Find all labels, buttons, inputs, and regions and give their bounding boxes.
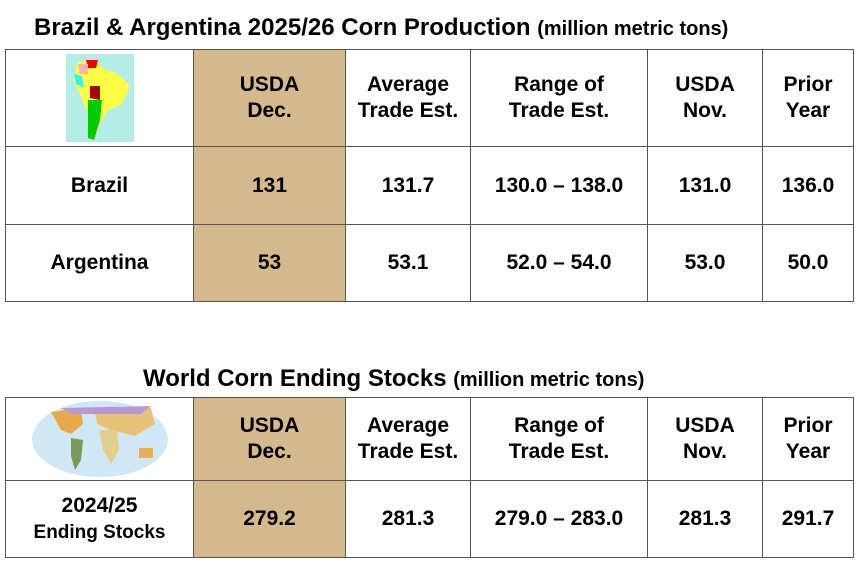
- header-usda-nov: USDA Nov.: [647, 49, 763, 147]
- cell: 279.0 – 283.0: [470, 480, 648, 558]
- ending-stocks-table: USDA Dec. Average Trade Est. Range of Trade…: [5, 397, 854, 558]
- header-usda-dec: USDA Dec.: [193, 397, 346, 481]
- south-america-map-icon: [65, 54, 134, 142]
- cell: 53.0: [647, 224, 763, 302]
- header-line: Prior: [783, 414, 833, 437]
- cell: 50.0: [762, 224, 854, 302]
- cell: 131.0: [647, 146, 763, 225]
- cell: 131: [193, 146, 346, 225]
- cell: 279.2: [193, 480, 346, 558]
- table1-title: Brazil & Argentina 2025/26 Corn Producti…: [34, 14, 728, 42]
- header-line: USDA: [675, 73, 735, 96]
- header-average-trade-est: Average Trade Est.: [345, 397, 471, 481]
- header-line: Range of: [514, 414, 604, 437]
- header-line: Range of: [514, 73, 604, 96]
- cell: 52.0 – 54.0: [470, 224, 648, 302]
- header-line: USDA: [239, 73, 300, 96]
- cell: 53.1: [345, 224, 471, 302]
- header-row: USDA Dec. Average Trade Est. Range of Trade…: [5, 397, 854, 481]
- header-row: USDA Dec. Average Trade Est. Range of Trade…: [5, 49, 854, 147]
- header-prior-year: Prior Year: [762, 397, 854, 481]
- cell: 131.7: [345, 146, 471, 225]
- header-usda-nov: USDA Nov.: [647, 397, 763, 481]
- header-line: Dec.: [247, 99, 292, 122]
- cell: 281.3: [345, 480, 471, 558]
- south-america-map: [5, 49, 194, 147]
- header-line: Average: [366, 73, 450, 96]
- corn-production-table: USDA Dec. Average Trade Est. Range of Trade…: [5, 49, 854, 302]
- unit-text: (million metric tons): [453, 369, 645, 391]
- header-range-trade-est: Range of Trade Est.: [470, 49, 648, 147]
- table-row: Brazil 131 131.7 130.0 – 138.0 131.0 136…: [5, 146, 854, 225]
- header-line: USDA: [239, 414, 300, 437]
- header-line: Average: [366, 414, 450, 437]
- cell: 130.0 – 138.0: [470, 146, 648, 225]
- row-label: Brazil: [5, 146, 194, 225]
- table-row: Argentina 53 53.1 52.0 – 54.0 53.0 50.0: [5, 224, 854, 302]
- header-line: Nov.: [683, 99, 727, 122]
- header-average-trade-est: Average Trade Est.: [345, 49, 471, 147]
- row-label: 2024/25 Ending Stocks: [5, 480, 194, 558]
- unit-text: (million metric tons): [537, 18, 729, 40]
- header-line: Year: [785, 99, 831, 122]
- cell: 281.3: [647, 480, 763, 558]
- cell: 53: [193, 224, 346, 302]
- header-line: Dec.: [247, 440, 292, 463]
- header-range-trade-est: Range of Trade Est.: [470, 397, 648, 481]
- header-line: Prior: [783, 73, 833, 96]
- header-line: Trade Est.: [508, 99, 610, 122]
- row-label-year: 2024/25: [61, 493, 138, 517]
- row-label-sub: Ending Stocks: [33, 521, 166, 543]
- header-line: Trade Est.: [508, 440, 610, 463]
- cell: 136.0: [762, 146, 854, 225]
- row-label: Argentina: [5, 224, 194, 302]
- header-line: Year: [785, 440, 831, 463]
- table2-title: World Corn Ending Stocks (million metric…: [143, 365, 644, 393]
- title-text: World Corn Ending Stocks: [143, 365, 447, 392]
- header-line: Nov.: [683, 440, 727, 463]
- title-text: Brazil & Argentina 2025/26 Corn Producti…: [34, 14, 531, 41]
- world-map: [5, 397, 194, 481]
- header-line: USDA: [675, 414, 735, 437]
- header-prior-year: Prior Year: [762, 49, 854, 147]
- header-line: Trade Est.: [357, 440, 459, 463]
- header-usda-dec: USDA Dec.: [193, 49, 346, 147]
- table-row: 2024/25 Ending Stocks 279.2 281.3 279.0 –…: [5, 480, 854, 558]
- header-line: Trade Est.: [357, 99, 459, 122]
- world-map-icon: [31, 401, 168, 477]
- cell: 291.7: [762, 480, 854, 558]
